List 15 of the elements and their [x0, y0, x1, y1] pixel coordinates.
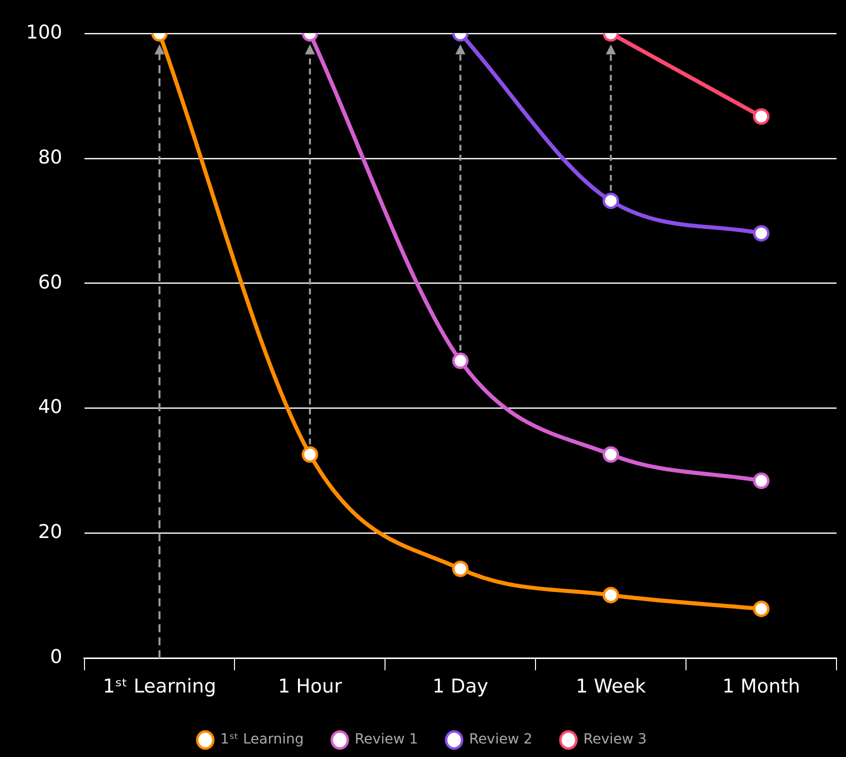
y-tick-label: 80: [38, 146, 62, 168]
legend-label: Review 3: [583, 732, 647, 748]
legend-label: 1ˢᵗ Learning: [220, 732, 304, 748]
x-tick-label: 1 Hour: [278, 676, 342, 698]
y-tick-label: 100: [26, 21, 62, 44]
x-tick-label: 1 Week: [576, 676, 646, 698]
y-tick-label: 40: [38, 396, 62, 418]
legend-label: Review 2: [469, 732, 532, 748]
x-tick-label: 1ˢᵗ Learning: [102, 676, 216, 698]
legend-label: Review 1: [354, 732, 418, 748]
y-tick-label: 60: [38, 271, 62, 294]
y-tick-label: 0: [50, 646, 62, 668]
x-tick-label: 1 Month: [722, 676, 800, 698]
x-tick-label: 1 Day: [432, 676, 488, 698]
y-tick-label: 20: [38, 521, 62, 544]
